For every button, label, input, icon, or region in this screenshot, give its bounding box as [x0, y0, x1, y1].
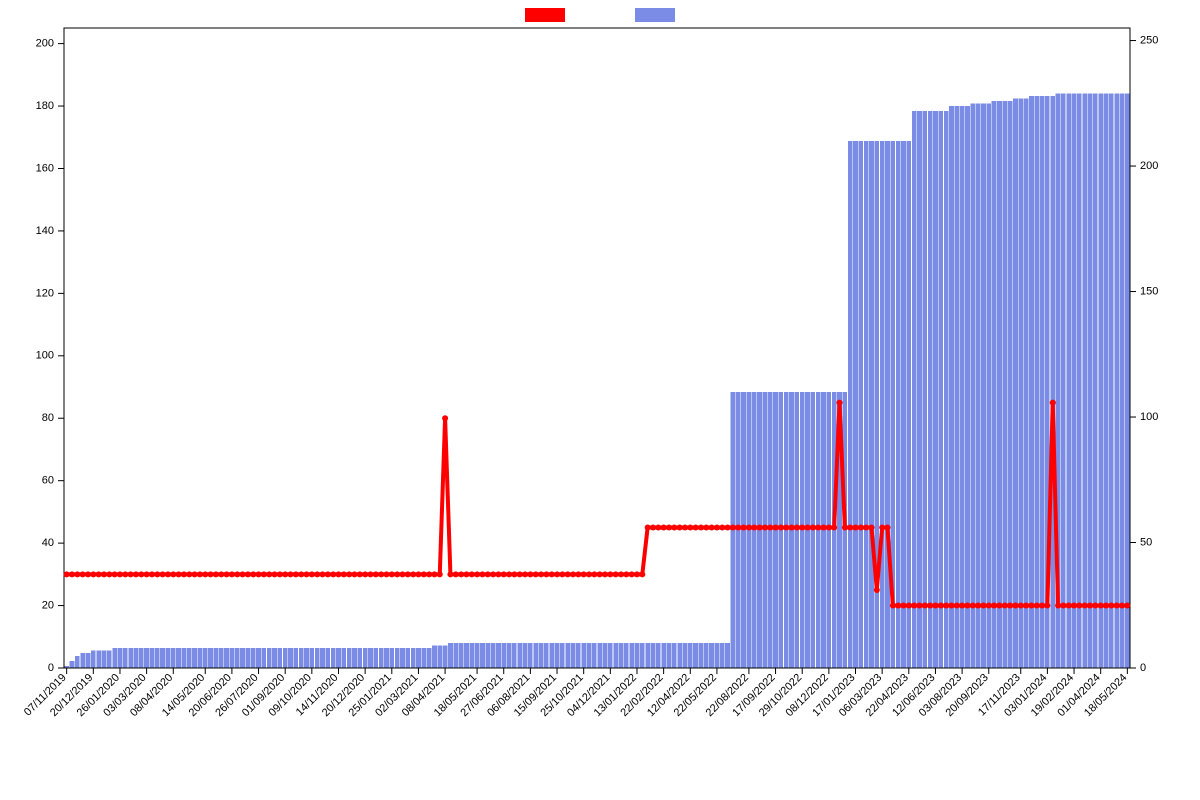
- svg-text:100: 100: [1140, 411, 1158, 423]
- svg-text:160: 160: [36, 162, 54, 174]
- svg-text:250: 250: [1140, 34, 1158, 46]
- svg-text:120: 120: [36, 287, 54, 299]
- combo-chart: 0 20 40 60 80 100 120 140 160 180 200 0 50 100 150 200 2…: [0, 0, 1200, 800]
- svg-text:80: 80: [42, 412, 54, 424]
- svg-text:0: 0: [1140, 662, 1146, 674]
- svg-text:200: 200: [1140, 160, 1158, 172]
- svg-text:50: 50: [1140, 536, 1152, 548]
- svg-text:180: 180: [36, 100, 54, 112]
- svg-text:40: 40: [42, 537, 54, 549]
- svg-text:60: 60: [42, 475, 54, 487]
- svg-text:150: 150: [1140, 285, 1158, 297]
- svg-text:20: 20: [42, 599, 54, 611]
- chart-svg: 0 20 40 60 80 100 120 140 160 180 200 0 50 100 150 200 2…: [0, 0, 1200, 800]
- svg-text:100: 100: [36, 350, 54, 362]
- svg-text:200: 200: [36, 38, 54, 50]
- svg-text:140: 140: [36, 225, 54, 237]
- svg-text:0: 0: [48, 662, 54, 674]
